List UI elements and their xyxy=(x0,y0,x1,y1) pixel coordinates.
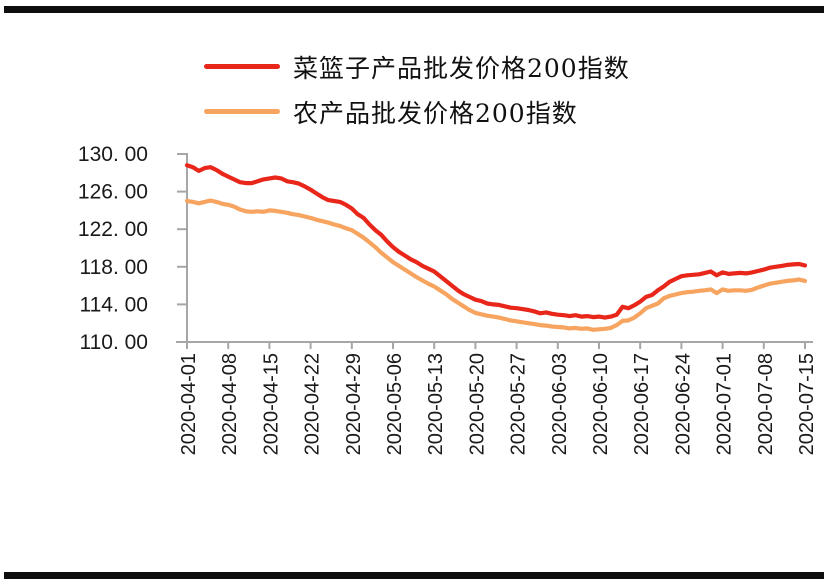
bottom-divider-bar xyxy=(4,572,824,579)
legend-label-basket-index: 菜篮子产品批发价格200指数 xyxy=(293,53,630,83)
legend-item-basket-index: 菜篮子产品批发价格200指数 xyxy=(204,50,630,83)
x-tick-label: 2020-06-10 xyxy=(590,353,612,455)
y-tick-label: 126. 00 xyxy=(78,181,148,204)
x-tick-label: 2020-05-20 xyxy=(466,353,488,455)
x-tick-label: 2020-07-01 xyxy=(714,353,736,455)
y-tick-label: 130. 00 xyxy=(78,143,148,166)
x-tick-label: 2020-04-15 xyxy=(260,353,282,455)
x-tick-label: 2020-05-06 xyxy=(384,353,406,455)
x-tick-label: 2020-06-03 xyxy=(549,353,571,455)
series-line-1 xyxy=(184,198,808,332)
legend-label-agri-index: 农产品批发价格200指数 xyxy=(293,98,578,128)
y-tick-label: 110. 00 xyxy=(79,331,148,354)
x-tick-label: 2020-07-08 xyxy=(755,353,777,455)
chart-legend: 菜篮子产品批发价格200指数 农产品批发价格200指数 xyxy=(204,50,630,128)
series-line-0 xyxy=(184,163,808,320)
x-tick-label: 2020-05-27 xyxy=(508,353,530,455)
x-tick-label: 2020-04-29 xyxy=(343,353,365,455)
top-divider-bar xyxy=(4,6,824,13)
y-tick-label: 118. 00 xyxy=(79,256,148,279)
x-tick-label: 2020-04-08 xyxy=(219,353,241,455)
x-tick-label: 2020-05-13 xyxy=(425,353,447,455)
x-tick-label: 2020-07-15 xyxy=(796,353,818,455)
y-tick-label: 114. 00 xyxy=(79,293,148,316)
y-tick-label: 122. 00 xyxy=(78,218,148,241)
x-tick-label: 2020-04-22 xyxy=(302,353,324,455)
legend-item-agri-index: 农产品批发价格200指数 xyxy=(204,95,630,128)
x-tick-label: 2020-06-17 xyxy=(631,353,653,455)
legend-line-swatch-red xyxy=(204,64,280,69)
x-tick-label: 2020-04-01 xyxy=(178,353,200,455)
x-tick-label: 2020-06-24 xyxy=(672,353,694,455)
legend-line-swatch-orange xyxy=(204,109,280,114)
